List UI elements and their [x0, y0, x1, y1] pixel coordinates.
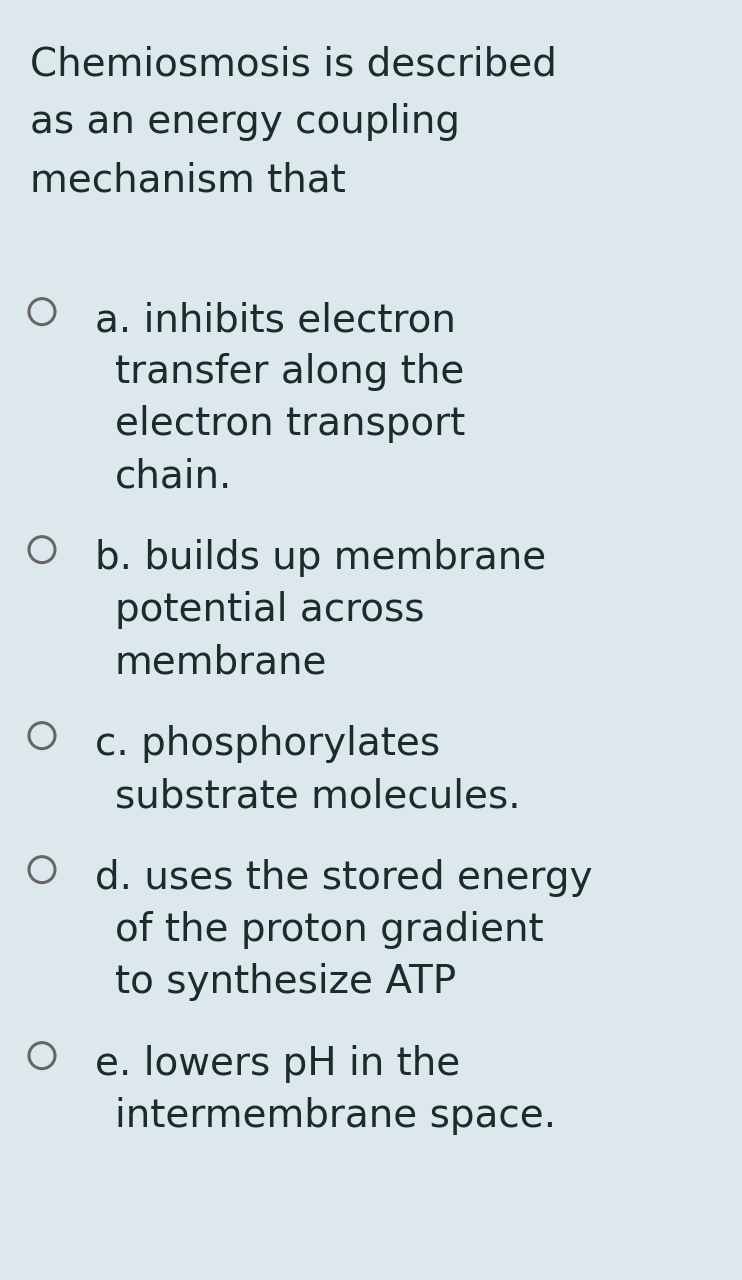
Text: c. phosphorylates: c. phosphorylates — [95, 724, 440, 763]
Text: e. lowers pH in the: e. lowers pH in the — [95, 1044, 460, 1083]
Text: chain.: chain. — [115, 457, 232, 495]
Text: electron transport: electron transport — [115, 404, 465, 443]
Text: mechanism that: mechanism that — [30, 161, 346, 198]
Text: to synthesize ATP: to synthesize ATP — [115, 963, 456, 1001]
Text: Chemiosmosis is described: Chemiosmosis is described — [30, 45, 557, 83]
Text: transfer along the: transfer along the — [115, 353, 464, 390]
Text: membrane: membrane — [115, 643, 327, 681]
Text: as an energy coupling: as an energy coupling — [30, 102, 460, 141]
Text: of the proton gradient: of the proton gradient — [115, 911, 544, 948]
Text: d. uses the stored energy: d. uses the stored energy — [95, 859, 593, 897]
Text: a. inhibits electron: a. inhibits electron — [95, 301, 456, 339]
Text: intermembrane space.: intermembrane space. — [115, 1097, 556, 1135]
Text: substrate molecules.: substrate molecules. — [115, 777, 521, 815]
Text: b. builds up membrane: b. builds up membrane — [95, 539, 546, 577]
Text: potential across: potential across — [115, 591, 424, 628]
